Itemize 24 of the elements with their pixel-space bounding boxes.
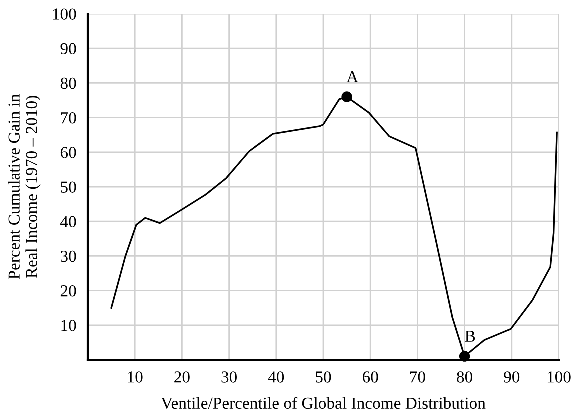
y-tick-label: 100 [53,8,76,20]
x-tick-label: 40 [268,372,284,383]
x-tick-label: 100 [548,372,571,383]
x-tick-label: 90 [504,372,520,383]
x-tick-label: 70 [410,372,426,383]
x-axis-title: Ventile/Percentile of Global Income Distribution [161,397,486,410]
y-tick-label: 20 [60,286,76,297]
x-tick-label: 80 [457,372,472,383]
y-tick-label: 50 [61,182,76,193]
y-tick-label: 70 [61,112,76,124]
x-tick-label: 30 [222,372,237,383]
y-axis-title: Percent Cumulative Gain in Real Income (1970 – 2010) [8,94,41,280]
x-tick-label: 10 [128,372,143,383]
y-tick-label: 30 [61,250,76,262]
y-tick-label: 40 [60,216,76,228]
y-tick-label: 10 [62,320,76,332]
y-tick-label: 80 [60,78,76,90]
x-tick-label: 50 [316,372,332,383]
annotation: B [465,330,476,342]
annotation: A [346,71,358,82]
y-tick-label: 60 [60,147,76,158]
x-tick-label: 20 [174,372,190,383]
y-tick-label: 90 [60,43,76,55]
x-tick-label: 60 [362,372,378,383]
